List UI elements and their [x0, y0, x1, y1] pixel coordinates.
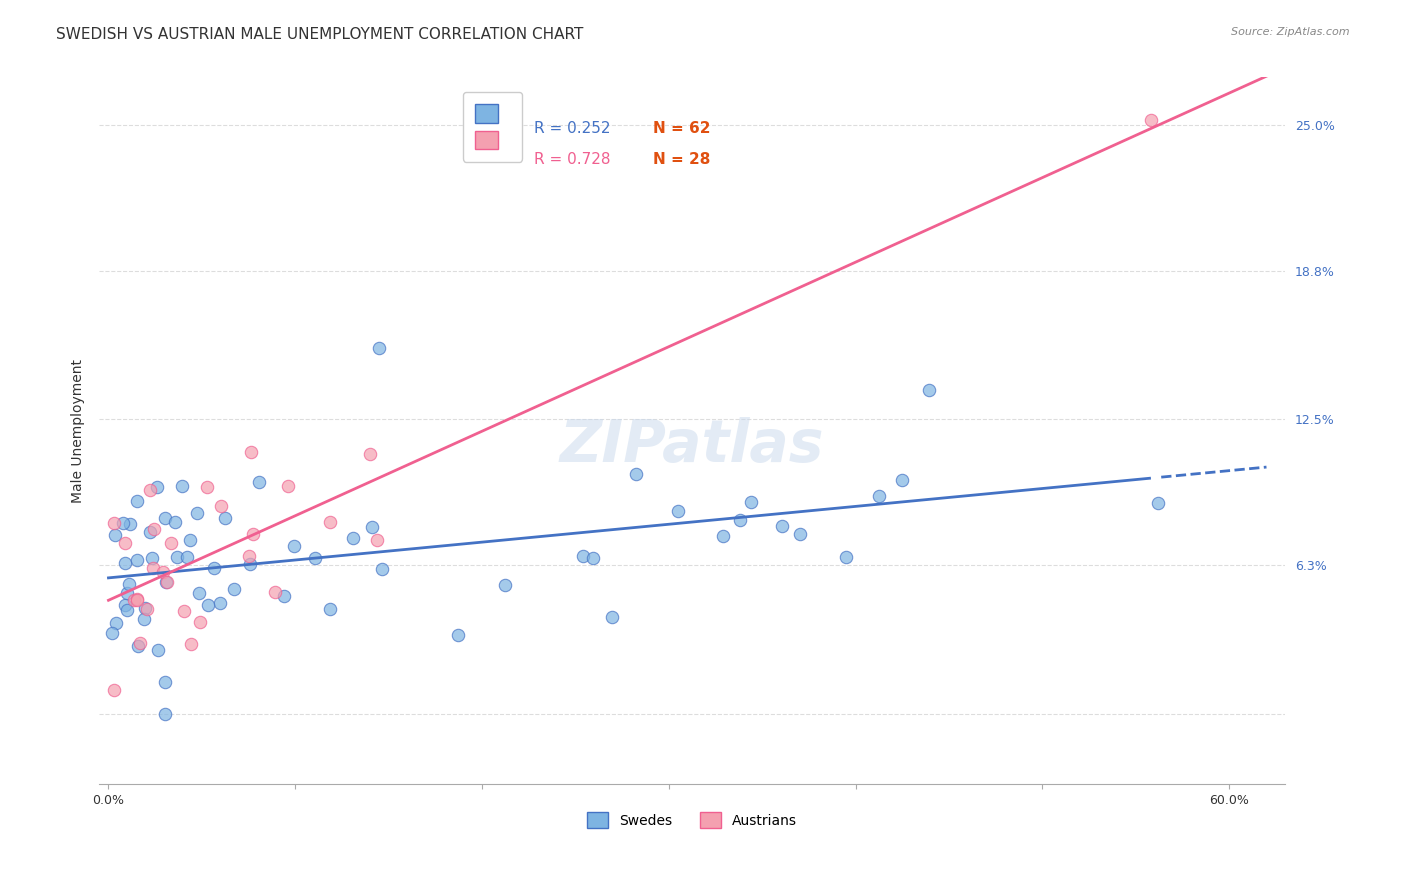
Austrians — [156, 574, 179, 589]
Swedes — [155, 575, 177, 590]
Austrians — [359, 447, 381, 461]
Legend: Swedes, Austrians: Swedes, Austrians — [582, 806, 803, 834]
Text: R = 0.728: R = 0.728 — [534, 153, 612, 168]
Swedes — [165, 516, 187, 530]
Austrians — [240, 445, 263, 459]
Austrians — [103, 516, 125, 530]
Swedes — [890, 473, 912, 487]
Austrians — [138, 483, 160, 497]
Swedes — [186, 506, 208, 520]
Swedes — [153, 675, 176, 690]
Austrians — [264, 585, 287, 599]
Swedes — [918, 383, 941, 397]
Austrians — [127, 592, 149, 607]
Swedes — [127, 640, 149, 654]
Swedes — [273, 589, 295, 603]
Swedes — [153, 706, 176, 721]
Swedes — [247, 475, 270, 489]
Swedes — [740, 495, 762, 509]
Austrians — [277, 479, 299, 493]
Swedes — [318, 602, 340, 616]
Swedes — [115, 603, 138, 617]
Text: N = 62: N = 62 — [652, 120, 710, 136]
Swedes — [166, 549, 188, 564]
Austrians — [159, 536, 181, 550]
Austrians — [318, 515, 340, 529]
Austrians — [128, 635, 150, 649]
Swedes — [103, 528, 125, 542]
Swedes — [447, 628, 470, 642]
Swedes — [239, 557, 262, 571]
Austrians — [366, 533, 388, 547]
Swedes — [572, 549, 595, 563]
Austrians — [127, 592, 149, 607]
Swedes — [214, 511, 236, 525]
Swedes — [666, 504, 689, 518]
Swedes — [134, 600, 156, 615]
Swedes — [114, 557, 136, 571]
Swedes — [209, 596, 232, 610]
Austrians — [136, 602, 159, 616]
Austrians — [180, 637, 202, 651]
Swedes — [146, 480, 169, 494]
Swedes — [118, 517, 141, 532]
Austrians — [142, 522, 165, 536]
Swedes — [101, 626, 124, 640]
Austrians — [238, 549, 260, 564]
Swedes — [600, 609, 623, 624]
Swedes — [1147, 496, 1170, 510]
Austrians — [242, 527, 264, 541]
Swedes — [188, 586, 211, 600]
Text: ZIPatlas: ZIPatlas — [560, 417, 824, 474]
Swedes — [770, 518, 793, 533]
Swedes — [112, 516, 135, 531]
Swedes — [494, 578, 516, 592]
Austrians — [188, 615, 211, 629]
Swedes — [368, 342, 391, 356]
Swedes — [835, 549, 858, 564]
Swedes — [114, 598, 136, 612]
Swedes — [283, 539, 305, 553]
Swedes — [148, 642, 170, 657]
Swedes — [197, 599, 219, 613]
Text: Source: ZipAtlas.com: Source: ZipAtlas.com — [1232, 27, 1350, 37]
Swedes — [789, 527, 811, 541]
Swedes — [115, 586, 138, 600]
Swedes — [868, 489, 890, 503]
Swedes — [132, 611, 155, 625]
Swedes — [155, 510, 177, 524]
Swedes — [304, 551, 326, 566]
Swedes — [222, 582, 245, 596]
Austrians — [142, 561, 165, 575]
Swedes — [104, 616, 127, 631]
Text: SWEDISH VS AUSTRIAN MALE UNEMPLOYMENT CORRELATION CHART: SWEDISH VS AUSTRIAN MALE UNEMPLOYMENT CO… — [56, 27, 583, 42]
Swedes — [582, 551, 605, 566]
Swedes — [125, 494, 148, 508]
Austrians — [195, 480, 218, 494]
Swedes — [139, 524, 162, 539]
Austrians — [173, 603, 195, 617]
Swedes — [179, 533, 201, 547]
Swedes — [624, 467, 647, 481]
Swedes — [141, 551, 163, 566]
Austrians — [114, 536, 136, 550]
Swedes — [172, 479, 194, 493]
Text: R = 0.252: R = 0.252 — [534, 120, 612, 136]
Austrians — [209, 500, 232, 514]
Swedes — [176, 549, 198, 564]
Austrians — [103, 683, 125, 698]
Swedes — [360, 520, 382, 534]
Swedes — [371, 562, 394, 576]
Swedes — [125, 553, 148, 567]
Austrians — [122, 593, 145, 607]
Text: N = 28: N = 28 — [652, 153, 710, 168]
Swedes — [202, 561, 225, 575]
Swedes — [711, 529, 734, 543]
Austrians — [152, 565, 174, 579]
Swedes — [342, 532, 364, 546]
Swedes — [728, 513, 751, 527]
Swedes — [117, 577, 139, 591]
Austrians — [1139, 112, 1161, 127]
Y-axis label: Male Unemployment: Male Unemployment — [72, 359, 86, 503]
